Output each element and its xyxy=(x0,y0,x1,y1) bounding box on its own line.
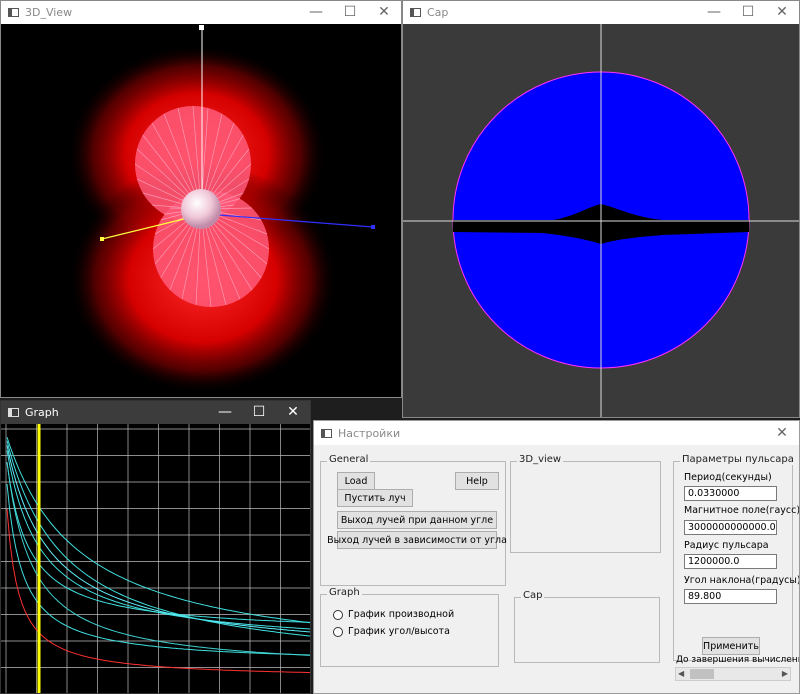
progress-scrollbar[interactable]: ◀ ▶ xyxy=(675,667,791,681)
graph-window: Graph — ☐ ✕ xyxy=(0,400,311,694)
apply-button[interactable]: Применить xyxy=(702,637,760,655)
close-button[interactable]: ✕ xyxy=(378,4,390,20)
help-button[interactable]: Help xyxy=(455,472,499,490)
cap-group: Cap xyxy=(514,590,660,663)
load-button[interactable]: Load xyxy=(337,472,375,490)
window-icon xyxy=(410,8,421,17)
graph-curve xyxy=(6,462,310,656)
view3d-canvas[interactable] xyxy=(1,24,401,397)
pulsar-sphere xyxy=(181,189,221,229)
yellow-axis xyxy=(101,215,197,240)
cap-canvas[interactable] xyxy=(403,24,799,417)
tilt-angle-label: Угол наклона(градусы) xyxy=(684,575,800,586)
cap-group-label: Cap xyxy=(521,590,545,601)
cap-window: Cap — ☐ ✕ xyxy=(402,0,800,418)
graph-curve xyxy=(6,445,310,633)
tilt-angle-field[interactable]: 89.800 xyxy=(684,589,777,604)
window-icon xyxy=(8,408,19,417)
view3d-titlebar[interactable]: 3D_View — ☐ ✕ xyxy=(1,1,401,24)
scroll-left-icon[interactable]: ◀ xyxy=(678,669,685,678)
view3d-window: 3D_View — ☐ ✕ xyxy=(0,0,402,398)
graph-curves xyxy=(6,437,310,673)
close-button[interactable]: ✕ xyxy=(776,4,788,20)
graph-title: Graph xyxy=(25,406,59,419)
yellow-marker xyxy=(100,237,104,241)
angle-height-radio[interactable] xyxy=(333,627,343,637)
settings-titlebar[interactable]: Настройки ✕ xyxy=(314,421,799,445)
graph-titlebar[interactable]: Graph — ☐ ✕ xyxy=(1,401,310,424)
graph-group-label: Graph xyxy=(327,587,362,598)
graph-curve xyxy=(6,508,310,673)
settings-window: Настройки ✕ General Load Help Пустить лу… xyxy=(313,420,800,694)
graph-curve xyxy=(6,483,310,656)
radius-field[interactable]: 1200000.0 xyxy=(684,554,777,569)
view3d-title: 3D_View xyxy=(25,6,73,19)
blue-axis xyxy=(205,213,374,228)
graph-canvas[interactable] xyxy=(1,424,310,693)
scroll-thumb[interactable] xyxy=(690,669,714,679)
view3d-group-label: 3D_view xyxy=(517,454,564,465)
close-button[interactable]: ✕ xyxy=(776,424,788,441)
rays-at-angle-button[interactable]: Выход лучей при данном угле xyxy=(337,511,497,529)
minimize-button[interactable]: — xyxy=(309,4,323,20)
magnetic-field-field[interactable]: 3000000000000.0 xyxy=(684,520,777,535)
cap-plot xyxy=(403,24,799,417)
launch-ray-button[interactable]: Пустить луч xyxy=(337,489,413,507)
graph-plot xyxy=(1,424,310,693)
maximize-button[interactable]: ☐ xyxy=(741,4,755,20)
graph-curve xyxy=(6,450,310,630)
period-label: Период(секунды) xyxy=(684,472,772,483)
settings-title: Настройки xyxy=(338,426,401,440)
minimize-button[interactable]: — xyxy=(707,4,721,20)
derivative-label: График производной xyxy=(348,609,455,620)
rays-vs-angle-button[interactable]: Выход лучей в зависимости от угла xyxy=(327,531,507,549)
window-icon xyxy=(321,428,332,438)
cap-titlebar[interactable]: Cap — ☐ ✕ xyxy=(403,1,799,24)
pulsar-params-group: Параметры пульсара Период(секунды) 0.033… xyxy=(673,454,799,661)
pulsar-params-label: Параметры пульсара xyxy=(680,454,796,465)
angle-height-label: График угол/высота xyxy=(348,626,450,637)
graph-curve xyxy=(6,440,310,637)
window-icon xyxy=(8,8,19,17)
derivative-radio[interactable] xyxy=(333,610,343,620)
cap-title: Cap xyxy=(427,6,449,19)
maximize-button[interactable]: ☐ xyxy=(343,4,357,20)
graph-curve xyxy=(6,437,310,624)
view3d-scene xyxy=(67,25,375,394)
maximize-button[interactable]: ☐ xyxy=(252,404,266,420)
progress-label: До завершения вычисления: xyxy=(676,655,800,665)
graph-group: Graph График производной График угол/выс… xyxy=(320,587,499,667)
radius-label: Радиус пульсара xyxy=(684,540,769,551)
axis-marker xyxy=(199,25,204,30)
close-button[interactable]: ✕ xyxy=(287,404,299,420)
minimize-button[interactable]: — xyxy=(218,404,232,420)
scroll-right-icon[interactable]: ▶ xyxy=(781,669,788,678)
general-group-label: General xyxy=(327,454,371,465)
general-group: General Load Help Пустить луч Выход луче… xyxy=(320,454,507,586)
magnetic-field-label: Магнитное поле(гаусс) xyxy=(684,505,800,516)
view3d-group: 3D_view xyxy=(510,454,661,553)
period-field[interactable]: 0.0330000 xyxy=(684,486,777,501)
blue-marker xyxy=(371,225,375,229)
